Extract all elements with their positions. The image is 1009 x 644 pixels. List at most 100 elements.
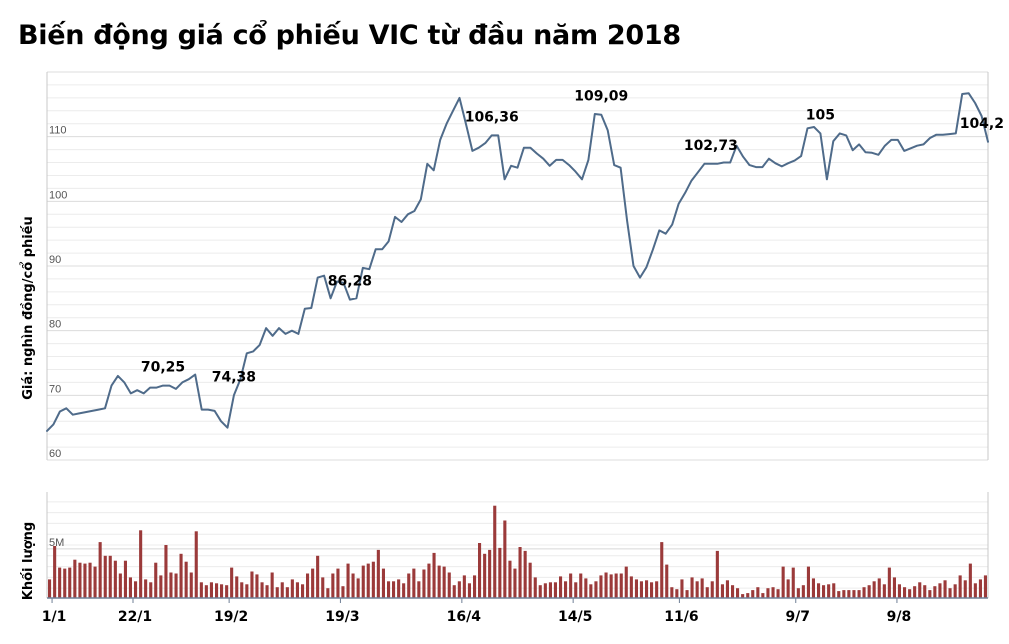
- volume-bar: [538, 585, 542, 598]
- volume-bar: [68, 567, 72, 598]
- volume-bar: [73, 559, 77, 598]
- price-grid: [47, 71, 988, 461]
- volume-y-tick-label: 5M: [49, 537, 64, 549]
- volume-bar: [710, 581, 714, 598]
- volume-bar: [963, 580, 967, 598]
- volume-bar: [725, 580, 729, 598]
- volume-grid: [47, 501, 988, 589]
- volume-bar: [867, 585, 871, 598]
- x-tick-label: 9/8: [887, 609, 912, 625]
- volume-bar: [250, 571, 254, 598]
- volume-bar: [473, 575, 477, 598]
- volume-bar: [154, 562, 158, 598]
- x-tick-label: 11/6: [664, 609, 698, 625]
- price-y-tick-label: 80: [49, 319, 61, 331]
- volume-bar: [564, 581, 568, 598]
- volume-bar: [230, 567, 234, 598]
- volume-bar: [700, 578, 704, 598]
- volume-bar: [903, 587, 907, 598]
- volume-bar: [756, 587, 760, 598]
- volume-bar: [665, 564, 669, 598]
- volume-bar: [361, 565, 365, 598]
- volume-bar: [452, 585, 456, 598]
- volume-bar: [852, 590, 856, 598]
- volume-bar: [128, 577, 132, 598]
- volume-bar: [736, 588, 740, 598]
- volume-bar: [786, 579, 790, 598]
- volume-bar: [680, 579, 684, 598]
- volume-bar: [584, 578, 588, 598]
- volume-bar: [275, 587, 279, 598]
- volume-bar: [533, 577, 537, 598]
- volume-bar: [306, 573, 310, 598]
- volume-bar: [346, 563, 350, 598]
- volume-bar: [351, 573, 355, 598]
- volume-bar: [938, 583, 942, 598]
- volume-bar: [498, 547, 502, 598]
- volume-bar: [690, 577, 694, 598]
- price-annotation: 70,25: [141, 360, 185, 376]
- volume-bar: [134, 581, 138, 598]
- volume-bar: [225, 585, 229, 598]
- volume-bar: [817, 583, 821, 598]
- volume-bar: [260, 582, 264, 598]
- price-annotation: 102,73: [684, 138, 738, 154]
- price-annotation: 86,28: [328, 274, 372, 290]
- volume-bar: [316, 555, 320, 598]
- volume-bar: [290, 579, 294, 598]
- x-tick-label: 1/1: [42, 609, 67, 625]
- volume-bar: [897, 584, 901, 598]
- volume-bar: [93, 566, 97, 598]
- price-y-tick-label: 60: [49, 448, 61, 460]
- volume-bar: [215, 583, 219, 598]
- volume-bar: [589, 584, 593, 598]
- volume-bar: [806, 566, 810, 598]
- volume-bar: [88, 562, 92, 598]
- volume-bar: [837, 591, 841, 598]
- volume-bar: [417, 581, 421, 598]
- volume-bar: [791, 567, 795, 598]
- volume-bar: [336, 568, 340, 598]
- volume-bar: [144, 579, 148, 598]
- volume-bar: [63, 568, 67, 598]
- volume-bar: [149, 582, 153, 598]
- volume-bar: [594, 581, 598, 598]
- volume-bar: [508, 560, 512, 598]
- price-line: [46, 92, 989, 432]
- volume-bar: [432, 552, 436, 598]
- x-axis-ticks: 1/1 22/1 19/2 19/3 16/4 14/5 11/6 9/7 9/8: [42, 598, 911, 625]
- volume-bar: [123, 560, 127, 598]
- volume-bar: [983, 575, 987, 598]
- volume-bar: [407, 573, 411, 598]
- volume-bar: [908, 589, 912, 598]
- price-y-tick-label: 70: [49, 383, 61, 395]
- price-y-ticks: 60 70 80 90 100 110: [49, 125, 67, 460]
- volume-bar: [822, 585, 826, 598]
- price-annotations: 70,25 74,38 86,28 106,36 109,09 102,73 105 104,…: [141, 89, 1004, 386]
- volume-bar: [179, 553, 183, 598]
- volume-bar: [83, 563, 87, 598]
- volume-bar: [467, 583, 471, 598]
- volume-y-ticks: 5M: [47, 537, 988, 550]
- volume-bar: [685, 590, 689, 598]
- volume-bar: [872, 581, 876, 598]
- volume-bar: [220, 584, 224, 598]
- volume-bar: [174, 573, 178, 598]
- volume-bar: [675, 589, 679, 598]
- volume-bar: [660, 542, 664, 598]
- volume-bar: [265, 585, 269, 598]
- volume-bar: [629, 576, 633, 598]
- volume-bar: [371, 561, 375, 598]
- volume-bar: [493, 505, 497, 598]
- volume-bar: [270, 572, 274, 598]
- volume-bar: [311, 568, 315, 598]
- volume-bar: [882, 584, 886, 598]
- volume-bar: [285, 587, 289, 598]
- volume-bar: [139, 530, 143, 598]
- volume-bar: [437, 565, 441, 598]
- volume-bar: [169, 572, 173, 598]
- volume-bar: [528, 562, 532, 598]
- price-annotation: 106,36: [465, 109, 519, 125]
- volume-bar: [189, 572, 193, 598]
